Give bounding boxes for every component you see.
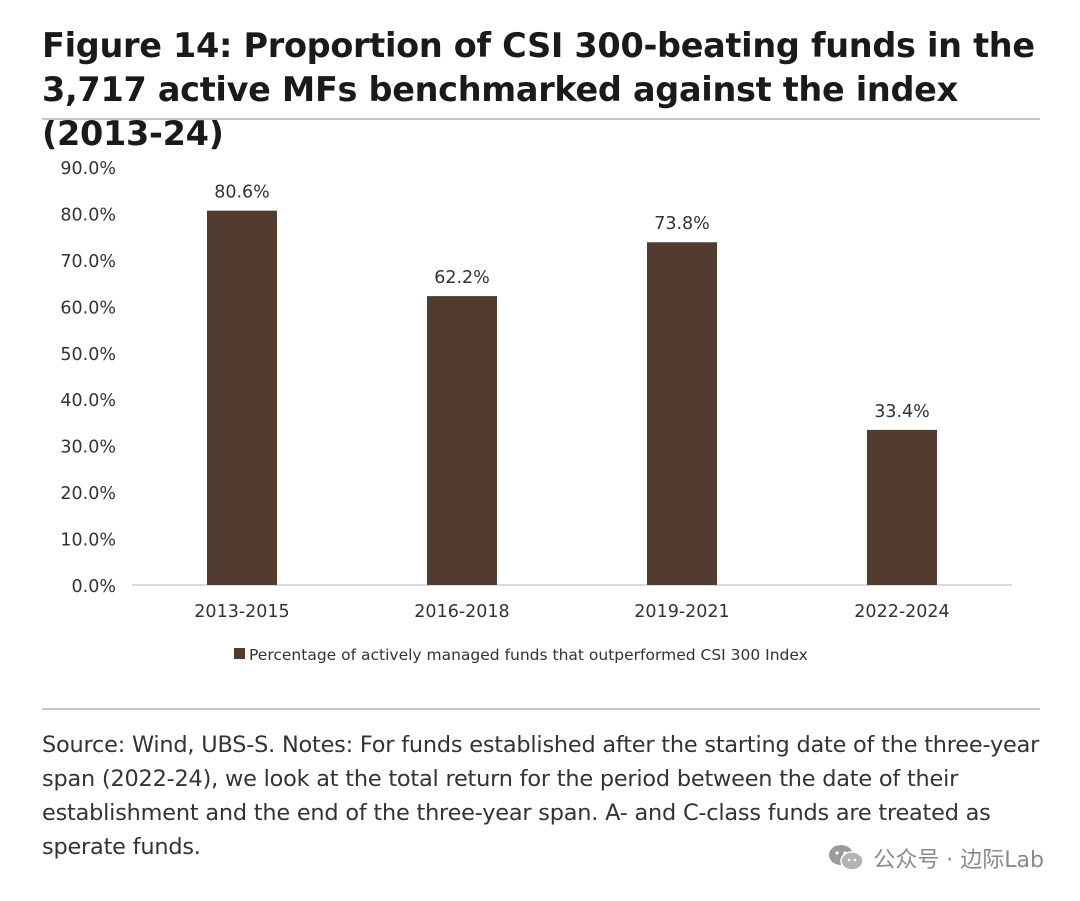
y-tick-label: 0.0% bbox=[72, 577, 116, 597]
watermark: 公众号 · 边际Lab bbox=[827, 840, 1044, 876]
legend-label: Percentage of actively managed funds tha… bbox=[249, 646, 808, 664]
x-tick-label: 2016-2018 bbox=[414, 602, 509, 622]
y-tick-label: 70.0% bbox=[60, 252, 116, 272]
x-tick-label: 2022-2024 bbox=[854, 602, 949, 622]
bar-chart: 0.0% 10.0% 20.0% 30.0% 40.0% 50.0% 60.0% 70.0% 8… bbox=[60, 159, 1012, 664]
legend-swatch bbox=[234, 648, 245, 659]
data-label: 62.2% bbox=[434, 268, 490, 288]
figure-title: Figure 14: Proportion of CSI 300-beating… bbox=[42, 26, 1035, 153]
y-tick-label: 50.0% bbox=[60, 345, 116, 365]
data-label: 33.4% bbox=[874, 402, 930, 422]
y-tick-label: 40.0% bbox=[60, 391, 116, 411]
y-tick-label: 90.0% bbox=[60, 159, 116, 179]
top-divider bbox=[42, 118, 1040, 120]
bar bbox=[647, 242, 717, 585]
bottom-divider bbox=[42, 708, 1040, 710]
data-label: 73.8% bbox=[654, 214, 710, 234]
bar bbox=[207, 210, 277, 585]
bar bbox=[427, 296, 497, 585]
source-note: Source: Wind, UBS-S. Notes: For funds es… bbox=[42, 732, 1040, 860]
watermark-text: 公众号 · 边际Lab bbox=[873, 848, 1044, 873]
y-tick-label: 80.0% bbox=[60, 205, 116, 225]
y-tick-label: 30.0% bbox=[60, 438, 116, 458]
x-tick-label: 2019-2021 bbox=[634, 602, 729, 622]
wechat-icon bbox=[829, 845, 865, 871]
x-tick-label: 2013-2015 bbox=[194, 602, 289, 622]
y-tick-label: 20.0% bbox=[60, 484, 116, 504]
data-label: 80.6% bbox=[214, 183, 270, 203]
bar bbox=[867, 429, 937, 585]
y-tick-label: 10.0% bbox=[60, 531, 116, 551]
y-tick-label: 60.0% bbox=[60, 298, 116, 318]
